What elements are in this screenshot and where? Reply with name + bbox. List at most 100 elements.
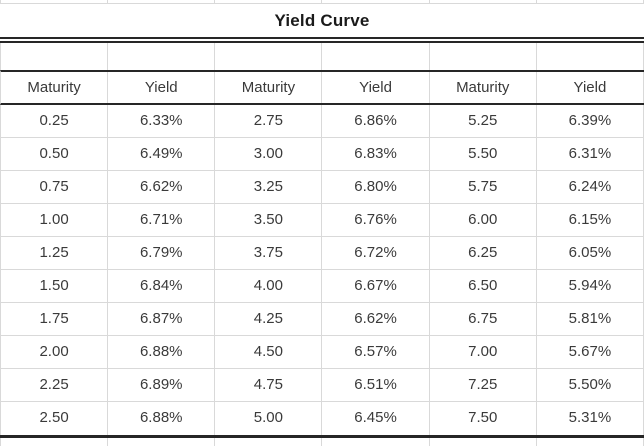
- empty-cell[interactable]: [215, 43, 323, 70]
- maturity-cell[interactable]: 6.00: [430, 204, 537, 236]
- yield-cell[interactable]: 6.88%: [108, 336, 216, 368]
- yield-cell[interactable]: 6.51%: [322, 369, 430, 401]
- gridline-stub: [108, 438, 216, 446]
- gridline-stub: [537, 438, 644, 446]
- yield-cell[interactable]: 6.84%: [108, 270, 216, 302]
- maturity-cell[interactable]: 2.25: [1, 369, 109, 401]
- table-title: Yield Curve: [274, 10, 370, 30]
- header-cell-yield[interactable]: Yield: [108, 72, 216, 103]
- maturity-cell[interactable]: 5.25: [430, 105, 537, 137]
- gridline-stub: [1, 0, 109, 3]
- yield-cell[interactable]: 6.83%: [322, 138, 430, 170]
- gridline-stub: [430, 0, 537, 3]
- gridline-stub: [1, 438, 109, 446]
- maturity-cell[interactable]: 4.00: [215, 270, 323, 302]
- header-cell-maturity[interactable]: Maturity: [215, 72, 323, 103]
- empty-cell[interactable]: [1, 43, 109, 70]
- maturity-cell[interactable]: 2.75: [215, 105, 323, 137]
- table-row: 1.00 6.71% 3.50 6.76% 6.00 6.15%: [0, 204, 644, 237]
- gridline-stub: [537, 0, 644, 3]
- gridline-stub: [430, 438, 537, 446]
- maturity-cell[interactable]: 6.75: [430, 303, 537, 335]
- yield-cell[interactable]: 5.81%: [537, 303, 644, 335]
- maturity-cell[interactable]: 7.50: [430, 402, 537, 435]
- table-row: 2.25 6.89% 4.75 6.51% 7.25 5.50%: [0, 369, 644, 402]
- empty-cell[interactable]: [537, 43, 644, 70]
- maturity-cell[interactable]: 7.25: [430, 369, 537, 401]
- yield-cell[interactable]: 6.62%: [108, 171, 216, 203]
- yield-cell[interactable]: 6.24%: [537, 171, 644, 203]
- yield-cell[interactable]: 6.88%: [108, 402, 216, 435]
- yield-cell[interactable]: 6.76%: [322, 204, 430, 236]
- maturity-cell[interactable]: 2.00: [1, 336, 109, 368]
- yield-cell[interactable]: 6.49%: [108, 138, 216, 170]
- yield-cell[interactable]: 6.67%: [322, 270, 430, 302]
- maturity-cell[interactable]: 6.25: [430, 237, 537, 269]
- yield-cell[interactable]: 6.79%: [108, 237, 216, 269]
- yield-cell[interactable]: 6.45%: [322, 402, 430, 435]
- maturity-cell[interactable]: 2.50: [1, 402, 109, 435]
- table-row: 1.25 6.79% 3.75 6.72% 6.25 6.05%: [0, 237, 644, 270]
- yield-cell[interactable]: 6.87%: [108, 303, 216, 335]
- empty-cell[interactable]: [322, 43, 430, 70]
- maturity-cell[interactable]: 6.50: [430, 270, 537, 302]
- table-row: 2.00 6.88% 4.50 6.57% 7.00 5.67%: [0, 336, 644, 369]
- yield-cell[interactable]: 6.62%: [322, 303, 430, 335]
- maturity-cell[interactable]: 7.00: [430, 336, 537, 368]
- maturity-cell[interactable]: 3.50: [215, 204, 323, 236]
- yield-cell[interactable]: 5.67%: [537, 336, 644, 368]
- maturity-cell[interactable]: 4.50: [215, 336, 323, 368]
- maturity-cell[interactable]: 1.50: [1, 270, 109, 302]
- yield-cell[interactable]: 6.33%: [108, 105, 216, 137]
- yield-cell[interactable]: 5.94%: [537, 270, 644, 302]
- table-row: 1.75 6.87% 4.25 6.62% 6.75 5.81%: [0, 303, 644, 336]
- header-cell-yield[interactable]: Yield: [537, 72, 644, 103]
- maturity-cell[interactable]: 0.25: [1, 105, 109, 137]
- bottom-gridline-sliver: [0, 438, 644, 446]
- maturity-cell[interactable]: 1.00: [1, 204, 109, 236]
- yield-cell[interactable]: 6.39%: [537, 105, 644, 137]
- maturity-cell[interactable]: 5.00: [215, 402, 323, 435]
- maturity-cell[interactable]: 3.25: [215, 171, 323, 203]
- maturity-cell[interactable]: 4.75: [215, 369, 323, 401]
- yield-cell[interactable]: 6.80%: [322, 171, 430, 203]
- maturity-cell[interactable]: 3.75: [215, 237, 323, 269]
- table-row: 0.75 6.62% 3.25 6.80% 5.75 6.24%: [0, 171, 644, 204]
- yield-cell[interactable]: 6.72%: [322, 237, 430, 269]
- gridline-stub: [108, 0, 216, 3]
- maturity-cell[interactable]: 5.50: [430, 138, 537, 170]
- yield-cell[interactable]: 6.05%: [537, 237, 644, 269]
- yield-cell[interactable]: 6.15%: [537, 204, 644, 236]
- maturity-cell[interactable]: 4.25: [215, 303, 323, 335]
- maturity-cell[interactable]: 5.75: [430, 171, 537, 203]
- header-cell-maturity[interactable]: Maturity: [430, 72, 537, 103]
- gridline-stub: [215, 0, 323, 3]
- table-body: 0.25 6.33% 2.75 6.86% 5.25 6.39% 0.50 6.49% 3.00…: [0, 105, 644, 438]
- yield-cell[interactable]: 6.86%: [322, 105, 430, 137]
- yield-cell[interactable]: 6.57%: [322, 336, 430, 368]
- maturity-cell[interactable]: 3.00: [215, 138, 323, 170]
- maturity-cell[interactable]: 1.25: [1, 237, 109, 269]
- spacer-row: [0, 43, 644, 70]
- maturity-cell[interactable]: 1.75: [1, 303, 109, 335]
- gridline-stub: [322, 0, 430, 3]
- maturity-cell[interactable]: 0.50: [1, 138, 109, 170]
- yield-cell[interactable]: 6.71%: [108, 204, 216, 236]
- yield-cell[interactable]: 6.31%: [537, 138, 644, 170]
- maturity-cell[interactable]: 0.75: [1, 171, 109, 203]
- gridline-stub: [215, 438, 323, 446]
- yield-cell[interactable]: 6.89%: [108, 369, 216, 401]
- header-cell-yield[interactable]: Yield: [322, 72, 430, 103]
- table-row: 1.50 6.84% 4.00 6.67% 6.50 5.94%: [0, 270, 644, 303]
- table-header-row: Maturity Yield Maturity Yield Maturity Y…: [0, 70, 644, 105]
- yield-cell[interactable]: 5.50%: [537, 369, 644, 401]
- table-row: 0.25 6.33% 2.75 6.86% 5.25 6.39%: [0, 105, 644, 138]
- empty-cell[interactable]: [108, 43, 216, 70]
- table-title-cell[interactable]: Yield Curve: [0, 4, 644, 43]
- table-row: 2.50 6.88% 5.00 6.45% 7.50 5.31%: [0, 402, 644, 435]
- empty-cell[interactable]: [430, 43, 537, 70]
- table-row: 0.50 6.49% 3.00 6.83% 5.50 6.31%: [0, 138, 644, 171]
- header-cell-maturity[interactable]: Maturity: [1, 72, 109, 103]
- yield-cell[interactable]: 5.31%: [537, 402, 644, 435]
